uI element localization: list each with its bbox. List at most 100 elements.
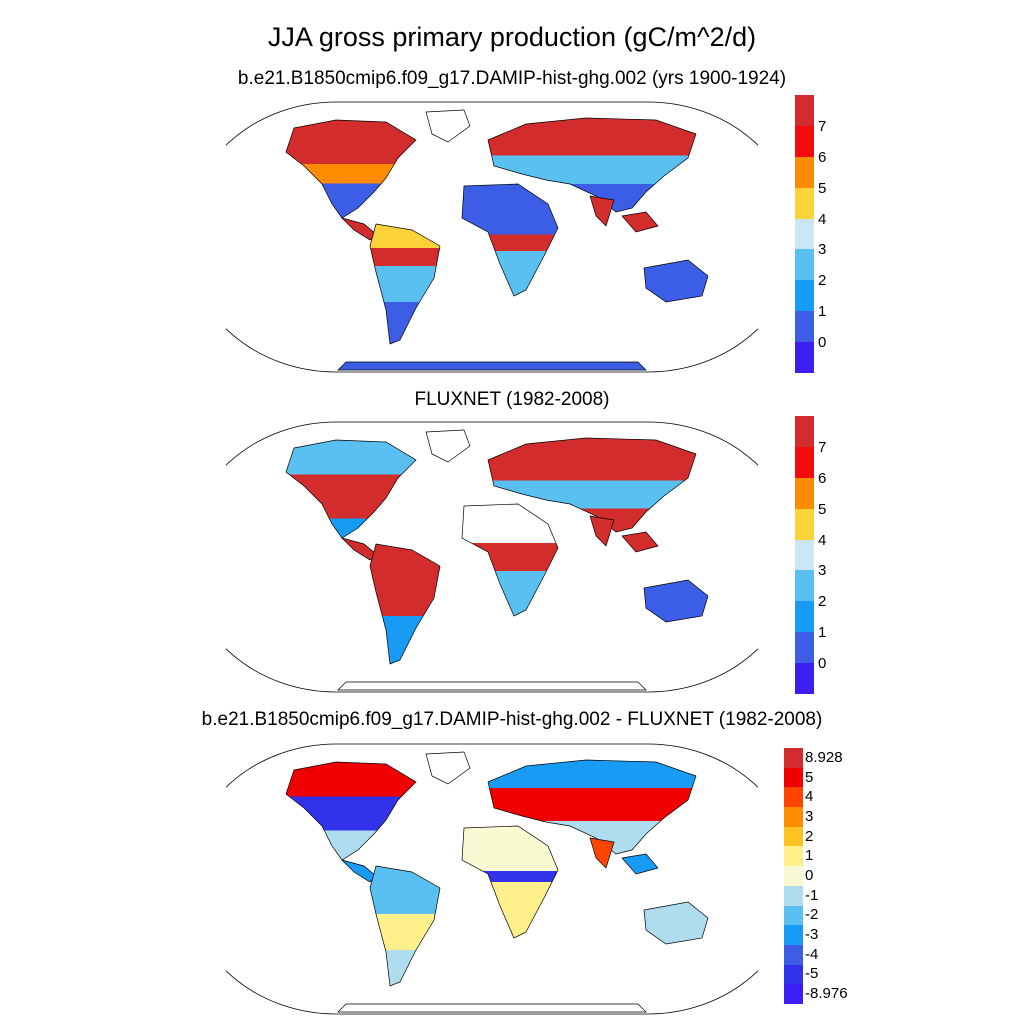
continent-se-asia — [621, 853, 659, 875]
continent-central-america — [340, 217, 377, 241]
colorbar-difference — [784, 748, 803, 1005]
colorbar-tick-label: 3 — [818, 562, 827, 580]
continent-australia — [643, 579, 709, 623]
continent-south-america — [369, 865, 441, 987]
colorbar-bin — [784, 885, 803, 907]
continent-eurasia — [487, 759, 697, 855]
colorbar-tick-label: 5 — [805, 768, 814, 786]
map-land-layer — [285, 751, 709, 1013]
colorbar-bin — [795, 632, 814, 664]
colorbar-bin — [795, 342, 814, 374]
colorbar-tick-label: 4 — [818, 210, 827, 228]
colorbar-bin — [795, 508, 814, 541]
map-land-layer — [285, 429, 709, 691]
colorbar-tick-label: -2 — [805, 906, 819, 924]
continent-north-america — [285, 119, 417, 219]
colorbar-fluxnet — [795, 416, 814, 695]
map-outline — [226, 421, 758, 693]
colorbar-tick-label: -3 — [805, 926, 819, 944]
continent-india — [589, 515, 615, 547]
colorbar-bin — [784, 807, 803, 828]
continent-south-america — [369, 223, 441, 345]
colorbar-bin — [784, 984, 803, 1005]
colorbar-bin — [784, 748, 803, 769]
continent-greenland — [425, 109, 471, 143]
colorbar-tick-label: 8.928 — [805, 748, 843, 766]
colorbar-tick-label: 0 — [805, 867, 814, 884]
panel-title-difference: b.e21.B1850cmip6.f09_g17.DAMIP-hist-ghg.… — [201, 709, 823, 730]
continent-central-america — [340, 537, 377, 561]
continent-central-america — [340, 859, 377, 883]
main-title: JJA gross primary production (gC/m^2/d) — [267, 22, 757, 52]
continent-south-america — [369, 543, 441, 665]
colorbar-bin — [795, 601, 814, 633]
colorbar-tick-label: 1 — [818, 303, 827, 321]
continent-antarctica — [337, 681, 647, 691]
continent-north-america — [285, 761, 417, 861]
colorbar-tick-label: 5 — [818, 500, 827, 518]
colorbar-bin — [795, 663, 814, 695]
colorbar-bin — [784, 787, 803, 808]
colorbar-tick-label: 3 — [805, 807, 814, 825]
continent-north-america — [285, 439, 417, 539]
colorbar-bin — [795, 477, 814, 510]
map-difference-gpp — [226, 743, 758, 1015]
map-model-gpp — [226, 101, 758, 373]
continent-eurasia — [487, 117, 697, 213]
colorbar-bin — [784, 964, 803, 985]
colorbar-tick-label: -4 — [805, 945, 819, 963]
colorbar-tick-label: 6 — [818, 148, 827, 166]
continent-india — [589, 195, 615, 227]
colorbar-tick-label: -8.976 — [805, 985, 848, 1003]
continent-india — [589, 837, 615, 869]
colorbar-tick-label: 2 — [805, 827, 814, 845]
continent-africa — [461, 825, 559, 939]
continent-africa — [461, 503, 559, 617]
colorbar-bin — [784, 925, 803, 946]
colorbar-tick-label: 1 — [805, 847, 814, 865]
colorbar-bin — [795, 95, 814, 127]
colorbar-bin — [795, 187, 814, 220]
colorbar-bin — [784, 826, 803, 847]
colorbar-bin — [795, 249, 814, 281]
colorbar-bin — [795, 218, 814, 250]
colorbar-bin — [784, 846, 803, 867]
colorbar-bin — [795, 156, 814, 189]
map-outline — [226, 743, 758, 1015]
colorbar-tick-label: 3 — [818, 241, 827, 259]
colorbar-bin — [795, 416, 814, 448]
colorbar-tick-label: 5 — [818, 179, 827, 197]
colorbar-bin — [795, 125, 814, 158]
colorbar-bin — [795, 570, 814, 602]
map-land-layer — [285, 109, 709, 371]
colorbar-tick-label: 0 — [818, 655, 827, 673]
colorbar-bin — [795, 311, 814, 343]
colorbar-tick-label: 0 — [818, 334, 827, 352]
colorbar-tick-label: 2 — [818, 593, 827, 611]
colorbar-tick-label: 6 — [818, 469, 827, 487]
continent-se-asia — [621, 211, 659, 233]
colorbar-tick-label: 1 — [818, 624, 827, 642]
continent-se-asia — [621, 531, 659, 553]
continent-antarctica — [337, 1003, 647, 1013]
map-outline — [226, 101, 758, 373]
continent-australia — [643, 901, 709, 945]
continent-eurasia — [487, 437, 697, 533]
colorbar-tick-label: 2 — [818, 272, 827, 290]
colorbar-tick-label: 4 — [818, 531, 827, 549]
colorbar-tick-label: -5 — [805, 965, 819, 983]
continent-africa — [461, 183, 559, 297]
colorbar-bin — [784, 866, 803, 887]
colorbar-bin — [795, 280, 814, 312]
colorbar-tick-label: 7 — [818, 438, 827, 456]
continent-greenland — [425, 429, 471, 463]
colorbar-model — [795, 95, 814, 374]
continent-antarctica — [337, 361, 647, 371]
colorbar-bin — [784, 767, 803, 788]
colorbar-tick-label: 7 — [818, 117, 827, 135]
colorbar-bin — [784, 905, 803, 926]
colorbar-tick-label: 4 — [805, 788, 814, 806]
colorbar-bin — [795, 539, 814, 571]
colorbar-bin — [795, 446, 814, 479]
colorbar-tick-label: -1 — [805, 886, 819, 904]
